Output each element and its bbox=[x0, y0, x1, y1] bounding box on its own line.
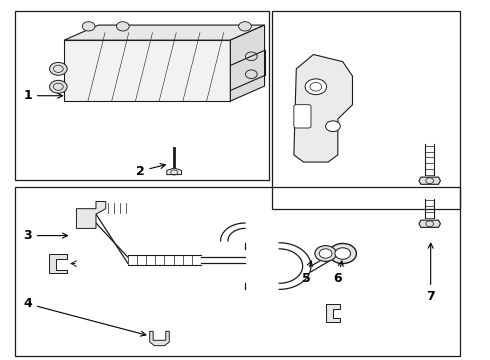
Polygon shape bbox=[419, 220, 441, 227]
Text: 3: 3 bbox=[23, 229, 68, 242]
Polygon shape bbox=[64, 25, 265, 40]
Polygon shape bbox=[150, 331, 169, 346]
Text: 4: 4 bbox=[23, 297, 146, 336]
Bar bbox=[272, 12, 460, 209]
Circle shape bbox=[239, 22, 251, 31]
Polygon shape bbox=[326, 304, 340, 321]
Circle shape bbox=[326, 121, 340, 132]
Polygon shape bbox=[294, 54, 352, 162]
FancyBboxPatch shape bbox=[294, 105, 311, 128]
Polygon shape bbox=[419, 177, 441, 184]
Text: 6: 6 bbox=[334, 261, 343, 285]
Polygon shape bbox=[230, 25, 265, 101]
Text: 2: 2 bbox=[136, 163, 165, 177]
Polygon shape bbox=[64, 40, 230, 101]
Circle shape bbox=[329, 243, 356, 264]
Text: 5: 5 bbox=[302, 261, 312, 285]
Circle shape bbox=[49, 80, 67, 93]
Circle shape bbox=[82, 22, 95, 31]
Circle shape bbox=[49, 62, 67, 75]
Circle shape bbox=[305, 79, 327, 95]
Text: 7: 7 bbox=[426, 243, 435, 303]
Polygon shape bbox=[167, 168, 181, 175]
Circle shape bbox=[335, 248, 350, 259]
Circle shape bbox=[315, 246, 336, 261]
Text: 1: 1 bbox=[23, 89, 63, 102]
Bar bbox=[15, 187, 460, 356]
Polygon shape bbox=[49, 253, 67, 273]
Bar bbox=[15, 12, 270, 180]
Circle shape bbox=[117, 22, 129, 31]
Circle shape bbox=[319, 249, 332, 258]
Polygon shape bbox=[76, 202, 106, 228]
